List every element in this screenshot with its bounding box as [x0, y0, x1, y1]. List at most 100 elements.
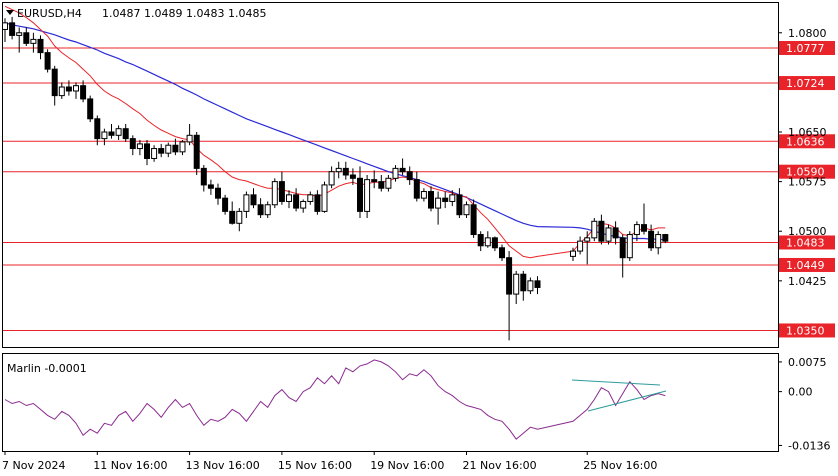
candle-body-bull: [136, 143, 143, 150]
candle: [16, 27, 23, 53]
candle: [2, 18, 8, 43]
candle: [286, 190, 292, 209]
candle-body-bear: [406, 171, 413, 181]
time-tick-label: 15 Nov 16:00: [278, 459, 352, 472]
candle: [364, 175, 371, 218]
moving-averages: [4, 5, 666, 259]
candle: [172, 138, 179, 156]
candle: [484, 231, 491, 248]
candle: [222, 194, 229, 215]
indicator-tick-label: 0.00: [788, 386, 813, 399]
slow-moving-average-line: [4, 22, 666, 241]
price-axis: 1.0800 1.0650 1.0575 1.0500 1.0425: [778, 27, 827, 288]
candle: [300, 199, 307, 213]
candle-body-bear: [65, 86, 72, 92]
candle-body-bull: [101, 131, 108, 140]
candle: [598, 214, 605, 245]
price-tick-label: 1.0650: [788, 126, 827, 139]
candle-body-bear: [662, 234, 669, 242]
price-tick-label: 1.0800: [788, 27, 827, 40]
candle-body-bear: [193, 134, 200, 169]
candle-body-bear: [442, 197, 449, 202]
level-label: 1.0483: [786, 236, 825, 249]
candle-body-bull: [236, 210, 243, 224]
level-label: 1.0636: [786, 135, 825, 148]
candle-body-bull: [321, 184, 328, 212]
candle: [115, 125, 122, 140]
candle-body-bear: [200, 167, 207, 186]
candle-body-bull: [633, 224, 640, 236]
candle-body-bear: [428, 191, 434, 209]
candle-body-bear: [129, 138, 136, 150]
candle-body-bear: [349, 174, 356, 179]
candle: [357, 166, 363, 218]
candle: [499, 244, 505, 261]
level-price-tag: [779, 40, 835, 55]
candle: [470, 199, 477, 238]
candle: [207, 179, 214, 195]
candle-body-bear: [229, 210, 236, 224]
candle-body-bear: [207, 184, 214, 189]
level-price-tag: [779, 76, 835, 91]
candle: [612, 221, 619, 245]
indicator-frame: [2, 353, 779, 452]
candle-body-bear: [51, 68, 58, 97]
candle-body-bear: [520, 273, 527, 292]
candle-body-bull: [591, 220, 598, 239]
indicator-tick-label: 0.0075: [788, 356, 827, 369]
candle-body-bear: [342, 167, 349, 176]
candle: [243, 191, 250, 218]
time-tick-label: 19 Nov 16:00: [370, 459, 444, 472]
candle-body-bear: [470, 204, 477, 236]
candle: [626, 231, 633, 261]
candle-body-bear: [172, 144, 179, 153]
candle: [271, 178, 278, 209]
candle-body-bear: [250, 194, 257, 206]
candle-body-bull: [435, 197, 442, 209]
candle: [58, 82, 65, 99]
candle-body-bear: [257, 204, 264, 216]
candle-body-bull: [527, 280, 534, 292]
candle: [193, 132, 200, 175]
candle: [428, 186, 434, 212]
candle: [250, 188, 257, 209]
candle-body-bull: [151, 148, 158, 159]
candle-body-bear: [378, 181, 385, 189]
candle-body-bear: [371, 179, 378, 183]
candle: [420, 188, 427, 202]
candle-body-bear: [612, 227, 619, 239]
candle-body-bear: [44, 52, 51, 70]
candle-body-bull: [307, 194, 314, 202]
candle: [385, 175, 392, 192]
dropdown-triangle-icon[interactable]: [6, 10, 14, 15]
candle-body-bear: [87, 98, 94, 120]
candle-body-bear: [413, 179, 420, 199]
candle: [513, 270, 520, 304]
candle-body-bull: [364, 179, 371, 212]
candle-body-bull: [58, 86, 65, 97]
candle-body-bear: [619, 237, 626, 259]
candle-body-bull: [2, 22, 8, 30]
horizontal-levels: 1.0777 1.0724 1.0636 1.0590 1.0483 1.0449 1.03…: [3, 40, 835, 338]
candle: [456, 188, 463, 218]
candle: [229, 201, 236, 225]
candle-body-bull: [271, 181, 278, 206]
candle: [144, 139, 150, 166]
symbol-label: EURUSD,H4: [17, 7, 82, 20]
candle: [648, 224, 655, 252]
candle: [151, 145, 158, 162]
fast-moving-average-line: [4, 5, 666, 259]
candle: [619, 234, 626, 278]
candle: [584, 231, 591, 265]
candle-body-bull: [655, 234, 662, 249]
candle-body-bull: [385, 177, 392, 189]
level-label: 1.0724: [786, 77, 825, 90]
price-tick-label: 1.0500: [788, 225, 827, 238]
candle-body-bull: [243, 194, 250, 212]
candle: [655, 231, 662, 255]
candle: [215, 183, 221, 205]
candle: [328, 166, 335, 189]
indicator-label: Marlin -0.0001: [7, 362, 87, 375]
candle: [435, 191, 442, 225]
